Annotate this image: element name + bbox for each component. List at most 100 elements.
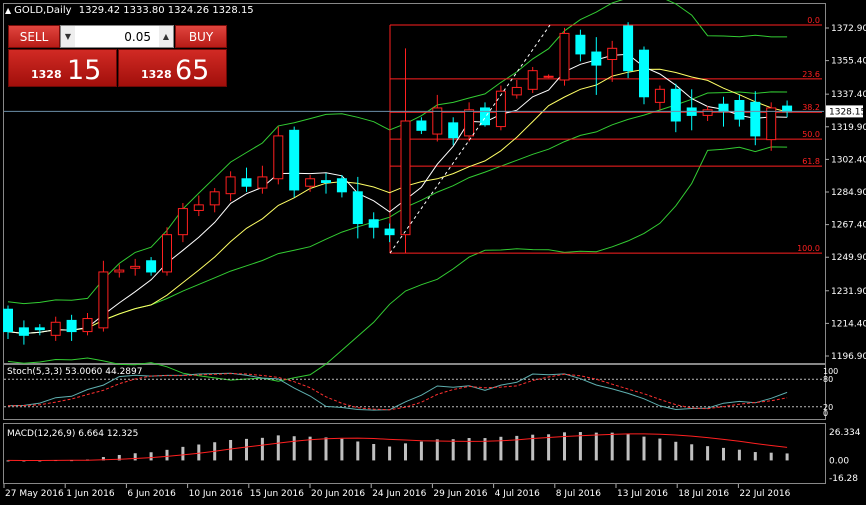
macd-histogram-bar — [658, 438, 662, 461]
candle-bear — [384, 228, 395, 236]
macd-histogram-bar — [245, 438, 248, 461]
price-label: 1337.40 — [831, 90, 866, 100]
current-price-label: 1328.15 — [829, 107, 866, 117]
macd-histogram-bar — [165, 449, 169, 461]
price-label: 1196.90 — [831, 352, 866, 362]
time-label: 15 Jun 2016 — [250, 489, 304, 499]
buy-button[interactable]: BUY — [175, 25, 227, 48]
time-label: 1 Jun 2016 — [66, 489, 115, 499]
candle-bear — [34, 327, 45, 331]
macd-histogram-bar — [419, 441, 423, 461]
macd-histogram-bar — [356, 441, 360, 461]
candle-bear — [321, 180, 331, 183]
candle-bear — [639, 49, 649, 98]
macd-histogram-bar — [737, 449, 741, 461]
macd-histogram-bar — [753, 452, 757, 461]
candle-bear — [591, 51, 602, 66]
candle-bull — [766, 107, 777, 141]
candle-bull — [257, 176, 268, 189]
ma-slow-line — [7, 68, 788, 335]
macd-histogram-bar — [706, 446, 710, 461]
candle-bear — [352, 191, 363, 224]
candle-bull — [82, 318, 93, 333]
macd-histogram-bar — [117, 454, 121, 461]
candle-bull — [702, 109, 713, 116]
sell-price-small: 1328 — [31, 68, 62, 81]
candle-bull — [98, 271, 109, 329]
candle-bear — [416, 120, 427, 131]
trend-line[interactable] — [4, 24, 824, 254]
macd-histogram-bar — [547, 434, 551, 461]
candle-bear — [146, 260, 157, 273]
stoch-axis-label: 80 — [823, 375, 833, 384]
macd-signal-line — [7, 433, 788, 461]
price-label: 1302.40 — [831, 155, 866, 165]
stoch-label: Stoch(5,3,3) 53.0060 44.2897 — [7, 367, 142, 377]
macd-histogram-bar — [515, 435, 519, 461]
candle-bull — [273, 135, 284, 180]
macd-histogram-bar — [276, 435, 280, 461]
time-label: 13 Jul 2016 — [617, 489, 668, 499]
candle-bear — [336, 178, 347, 193]
main-pane-border — [3, 3, 826, 364]
sell-button[interactable]: SELL — [8, 25, 60, 48]
candle-bull — [559, 32, 570, 81]
macd-histogram-bar — [435, 439, 439, 461]
macd-histogram-bar — [594, 432, 598, 461]
macd-histogram-bar — [308, 436, 312, 461]
candle-bear — [18, 327, 29, 336]
macd-histogram-bar — [785, 453, 789, 461]
time-label: 18 Jul 2016 — [678, 489, 729, 499]
macd-histogram-bar — [531, 434, 535, 461]
current-price-tag — [826, 105, 863, 118]
fibo-level-label: 23.6 — [802, 70, 820, 79]
candle-bear — [3, 308, 13, 333]
chart-header: ▲ GOLD,Daily 1329.42 1333.80 1324.26 1328… — [5, 5, 254, 16]
candle-bull — [607, 47, 618, 60]
macd-histogram-bar — [133, 453, 137, 461]
macd-histogram-bar — [6, 460, 10, 462]
macd-histogram-bar — [769, 452, 773, 461]
fibonacci-retracement[interactable]: 0.0 23.6 38.2 50.0 61.8 100.0 — [389, 16, 822, 254]
buy-price-big: 65 — [175, 55, 210, 86]
candle-bear — [66, 319, 77, 333]
ohlc-values: 1329.42 1333.80 1324.26 1328.15 — [78, 5, 254, 16]
trend-line-dashed[interactable] — [389, 24, 551, 254]
candle-bear — [575, 34, 586, 55]
time-axis: 27 May 2016 1 Jun 2016 6 Jun 2016 10 Jun 20… — [3, 484, 791, 499]
lot-increase-icon[interactable]: ▲ — [159, 26, 173, 47]
price-label: 1214.40 — [831, 319, 866, 329]
macd-pane: MACD(12,26,9) 6.664 12.325 26.334 0.00 -16.… — [6, 428, 861, 484]
lot-size-box: ▼ ▲ — [60, 25, 174, 48]
candle-bear — [750, 101, 761, 137]
bollinger-upper-line — [7, 0, 788, 305]
sell-price-big: 15 — [67, 55, 102, 86]
price-label: 1231.90 — [831, 287, 866, 297]
lot-decrease-icon[interactable]: ▼ — [61, 26, 75, 47]
macd-pane-border — [3, 423, 826, 484]
bollinger-lower-line — [7, 146, 788, 382]
candle-bull — [527, 70, 538, 90]
lot-size-input[interactable] — [77, 28, 151, 45]
buy-price-button[interactable]: 1328 65 — [118, 49, 227, 87]
macd-histogram-bar — [372, 444, 376, 461]
fibo-level-label: 0.0 — [807, 16, 820, 25]
price-label: 1284.90 — [831, 188, 866, 198]
triangle-up-icon[interactable]: ▲ — [5, 6, 12, 15]
time-label: 24 Jun 2016 — [372, 489, 426, 499]
macd-histogram-bar — [690, 444, 694, 461]
ma-fast-line — [7, 53, 788, 335]
macd-histogram-bar — [260, 437, 264, 461]
candle-bull — [193, 204, 204, 211]
macd-histogram-bar — [149, 452, 153, 461]
time-label: 8 Jul 2016 — [556, 489, 601, 499]
sell-price-button[interactable]: 1328 15 — [8, 49, 117, 87]
candle-bull — [177, 208, 188, 236]
macd-histogram-bar — [340, 438, 344, 461]
candle-bull — [511, 86, 522, 96]
candle-bull — [162, 234, 172, 273]
macd-histogram-bar — [404, 443, 407, 461]
candle-bear — [368, 219, 379, 228]
